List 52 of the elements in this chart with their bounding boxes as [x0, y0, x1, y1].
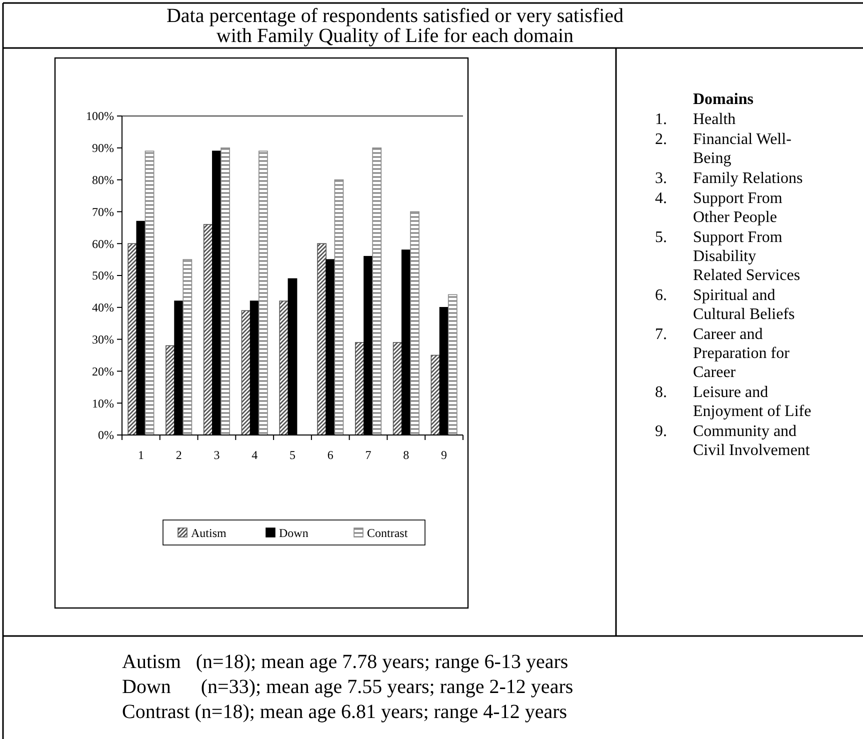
bar [128, 243, 138, 436]
x-tick-label: 6 [327, 448, 334, 462]
text: 7. Career and Preparation for Career [655, 326, 790, 381]
bar [203, 224, 213, 436]
text: 3. Family Relations [655, 170, 803, 187]
bar [258, 150, 268, 436]
text: 6. Spiritual and Cultural Beliefs [655, 287, 795, 323]
y-tick-label: 50% [92, 268, 114, 283]
y-tick-label: 70% [92, 204, 114, 219]
text: Autism (n=18); mean age 7.78 years; range 6-13 years [122, 651, 568, 673]
y-tick-label: 40% [92, 300, 114, 315]
y-tick-label: 80% [92, 173, 114, 187]
text: Down (n=33); mean age 7.55 years; range 2-12 years [122, 676, 574, 698]
text: 9. Community and Civil Involvement [655, 423, 810, 459]
bar [144, 150, 154, 436]
chart-title: Data percentage of respondents satisfied or very satisfied with Family Quality of Life for each domain [166, 5, 624, 47]
bar [334, 179, 344, 436]
bar [241, 310, 251, 436]
y-tick-label: 30% [92, 332, 114, 346]
legend-label: Contrast [367, 526, 408, 540]
bar [392, 342, 402, 436]
y-tick-label: 100% [86, 109, 114, 124]
bar [182, 259, 192, 436]
y-tick-label: 90% [92, 141, 114, 156]
y-tick-label: 0% [98, 428, 114, 442]
x-tick-label: 4 [252, 448, 258, 462]
y-tick-label: 10% [92, 396, 114, 410]
text: 2. Financial Well-Being [655, 131, 792, 167]
bar [279, 300, 289, 436]
x-tick-label: 9 [441, 448, 448, 462]
bar [354, 342, 364, 436]
legend-label: Autism [191, 526, 228, 540]
bar [448, 294, 458, 436]
text: Contrast (n=18); mean age 6.81 years; range 4-12 years [122, 701, 568, 723]
text: 1. Health [655, 111, 736, 128]
x-tick-label: 5 [290, 448, 296, 462]
y-tick-label: 20% [92, 364, 114, 378]
text: Domains [693, 91, 754, 108]
x-tick-label: 1 [138, 448, 144, 462]
x-tick-label: 2 [176, 448, 182, 462]
text: 5. Support From Disability Related Services [655, 229, 800, 284]
bar [372, 148, 382, 436]
x-tick-label: 7 [365, 448, 372, 462]
bar [410, 211, 420, 436]
bar [317, 243, 326, 436]
legend-label: Down [279, 526, 308, 540]
text: 4. Support From Other People [655, 190, 782, 226]
x-tick-label: 8 [403, 448, 410, 462]
text: 8. Leisure and Enjoyment of Life [655, 384, 812, 420]
bar [220, 148, 230, 436]
y-tick-label: 60% [92, 236, 114, 251]
x-tick-label: 3 [214, 448, 220, 462]
